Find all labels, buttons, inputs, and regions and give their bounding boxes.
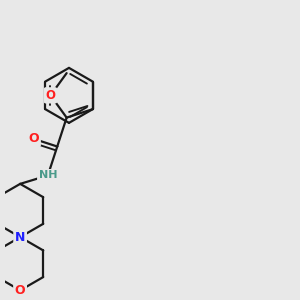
Text: N: N [15, 231, 26, 244]
Text: O: O [15, 284, 26, 297]
Text: O: O [46, 89, 56, 102]
Text: O: O [46, 89, 56, 102]
Text: NH: NH [39, 170, 57, 180]
Text: N: N [15, 231, 26, 244]
Text: NH: NH [39, 170, 57, 180]
Text: O: O [15, 284, 26, 297]
Text: O: O [28, 132, 39, 146]
Text: O: O [28, 132, 39, 146]
